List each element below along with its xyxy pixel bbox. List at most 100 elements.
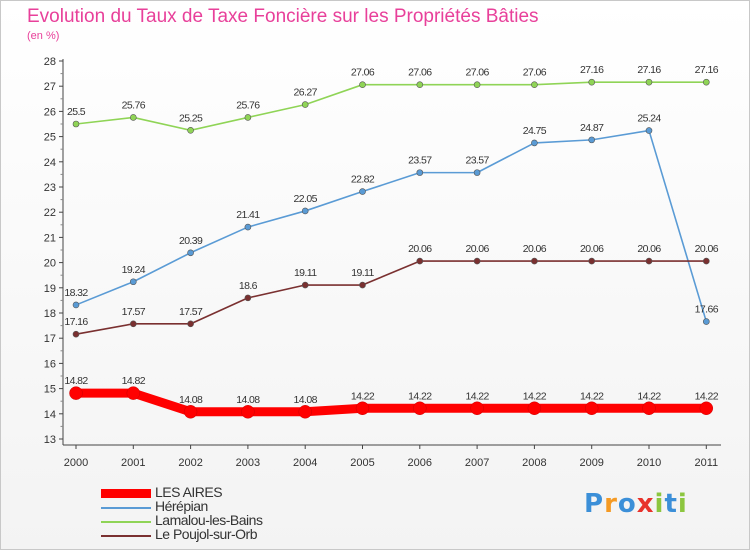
y-tick-label: 16 xyxy=(44,358,56,370)
data-label: 14.22 xyxy=(408,390,432,402)
data-point xyxy=(183,405,198,419)
data-label: 27.16 xyxy=(580,64,604,76)
axes: 13 14 15 16 17 18 19 20 21 22 23 24 25 26 27 28 2000 2001… xyxy=(44,56,721,469)
data-point xyxy=(244,294,252,302)
data-label: 14.08 xyxy=(236,394,260,406)
data-label: 27.16 xyxy=(695,64,719,76)
data-point xyxy=(130,278,137,286)
legend-label: Le Poujol-sur-Orb xyxy=(155,526,258,542)
y-tick-label: 23 xyxy=(44,182,56,194)
series-points xyxy=(69,78,714,419)
series-line-2 xyxy=(75,81,708,132)
legend-label: LES AIRES xyxy=(155,484,223,500)
data-label: 26.27 xyxy=(294,87,318,99)
y-tick-label: 18 xyxy=(44,308,56,320)
legend-swatch xyxy=(101,489,151,498)
data-label: 22.82 xyxy=(351,174,375,186)
data-point xyxy=(130,114,137,121)
data-point xyxy=(359,81,366,88)
data-point xyxy=(645,78,653,86)
data-label: 14.22 xyxy=(523,390,547,402)
data-point xyxy=(416,81,424,88)
data-point xyxy=(642,401,656,416)
data-point xyxy=(588,136,596,144)
data-label: 17.57 xyxy=(122,306,146,318)
data-point xyxy=(416,257,424,265)
data-point xyxy=(527,401,542,416)
data-point xyxy=(645,127,653,134)
data-label: 17.57 xyxy=(179,306,203,318)
y-tick-label: 28 xyxy=(44,56,56,68)
data-label: 14.22 xyxy=(351,390,375,402)
data-point xyxy=(187,249,194,257)
series-line-0 xyxy=(71,388,711,417)
data-point xyxy=(301,207,309,215)
data-point xyxy=(702,78,710,86)
y-tick-label: 13 xyxy=(44,434,56,446)
data-label: 17.66 xyxy=(695,304,719,316)
data-labels: 18.32 19.24 20.39 21.41 22.05 22.82 23.57 23.57… xyxy=(64,64,719,406)
data-point xyxy=(588,78,596,86)
y-tick-label: 21 xyxy=(44,232,56,244)
y-tick-label: 24 xyxy=(44,157,56,169)
data-label: 20.06 xyxy=(637,243,661,255)
data-label: 27.06 xyxy=(351,67,375,79)
data-label: 25.76 xyxy=(236,99,260,111)
x-tick-label: 2004 xyxy=(293,457,317,469)
data-label: 20.06 xyxy=(523,243,547,255)
series-line-1 xyxy=(75,129,708,323)
y-tick-label: 26 xyxy=(44,106,56,118)
y-tick-label: 15 xyxy=(44,384,56,396)
data-label: 14.08 xyxy=(294,394,318,406)
x-tick-label: 2011 xyxy=(694,457,718,469)
data-point xyxy=(301,281,309,289)
data-point xyxy=(588,257,596,265)
legend-swatch xyxy=(101,507,151,509)
data-point xyxy=(359,188,366,195)
y-tick-label: 27 xyxy=(44,81,56,93)
data-label: 19.24 xyxy=(122,264,146,276)
x-tick-label: 2003 xyxy=(236,457,260,469)
data-point xyxy=(531,81,538,88)
y-tick-label: 14 xyxy=(44,409,56,421)
data-label: 20.06 xyxy=(580,243,604,255)
data-point xyxy=(584,401,599,416)
data-label: 25.25 xyxy=(179,112,203,124)
data-label: 14.82 xyxy=(122,375,146,387)
data-label: 14.22 xyxy=(580,390,604,402)
data-label: 14.22 xyxy=(637,390,661,402)
data-label: 27.16 xyxy=(637,64,661,76)
data-label: 14.22 xyxy=(465,390,489,402)
data-label: 14.82 xyxy=(64,375,88,387)
data-label: 17.16 xyxy=(64,316,88,328)
data-label: 27.06 xyxy=(465,67,489,79)
data-point xyxy=(416,169,424,176)
series-lines xyxy=(71,81,711,417)
data-point xyxy=(699,401,714,416)
data-label: 22.05 xyxy=(294,193,318,205)
data-label: 25.24 xyxy=(637,113,661,125)
x-tick-label: 2000 xyxy=(64,457,88,469)
data-label: 20.39 xyxy=(179,235,203,247)
data-label: 24.87 xyxy=(580,122,604,134)
data-point xyxy=(702,318,710,325)
data-point xyxy=(473,169,481,176)
data-point xyxy=(359,281,366,289)
data-point xyxy=(645,257,653,265)
x-tick-label: 2006 xyxy=(408,457,432,469)
legend-swatch xyxy=(101,521,151,523)
data-point xyxy=(244,223,252,231)
legend-label: Hérépian xyxy=(155,498,208,514)
x-tick-label: 2007 xyxy=(465,457,489,469)
x-tick-label: 2010 xyxy=(637,457,661,469)
x-tick-label: 2002 xyxy=(178,457,202,469)
data-point xyxy=(355,401,370,416)
data-label: 25.76 xyxy=(122,99,146,111)
data-point xyxy=(244,114,252,121)
data-point xyxy=(130,320,137,328)
data-point xyxy=(126,386,141,400)
y-tick-label: 20 xyxy=(44,258,56,270)
proxiti-logo: Proxiti xyxy=(584,489,688,519)
